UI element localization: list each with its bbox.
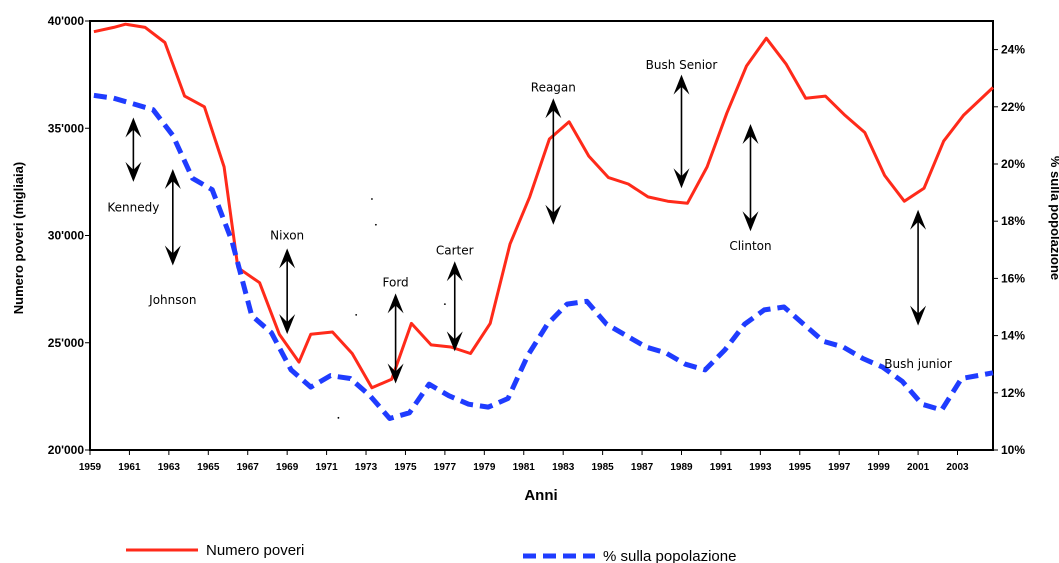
- annotation-label-clinton: Clinton: [729, 239, 771, 253]
- y-axis-left-title: Numero poveri (migliaia): [11, 162, 26, 314]
- y-right-tick-label-12: 12%: [1001, 386, 1025, 400]
- y-left-tick-label-20000: 20'000: [48, 443, 85, 457]
- annotation-label-reagan: Reagan: [531, 80, 576, 94]
- x-tick-label-2003: 2003: [946, 462, 969, 473]
- y-right-tick-label-10: 10%: [1001, 443, 1025, 457]
- y-left-tick-label-25000: 25'000: [48, 336, 85, 350]
- annotation-arrow-head-up-bush-senior: [673, 74, 690, 95]
- annotation-arrow-head-up-ford: [387, 293, 404, 314]
- annotation-arrow-head-down-bush-junior: [910, 305, 927, 326]
- x-tick-label-1979: 1979: [473, 462, 496, 473]
- x-tick-label-1971: 1971: [315, 462, 338, 473]
- y-right-tick-label-14: 14%: [1001, 329, 1025, 343]
- x-tick-label-1965: 1965: [197, 462, 220, 473]
- y-left-tick-label-35000: 35'000: [48, 121, 85, 135]
- annotation-label-bush-senior: Bush Senior: [646, 58, 718, 72]
- annotation-label-carter: Carter: [436, 244, 474, 258]
- y-right-tick-label-22: 22%: [1001, 100, 1025, 114]
- annotation-label-johnson: Johnson: [148, 293, 196, 307]
- annotation-arrow-head-down-clinton: [742, 211, 759, 232]
- x-tick-label-1987: 1987: [631, 462, 654, 473]
- x-tick-label-1977: 1977: [434, 462, 457, 473]
- stray-dot-4: [337, 416, 340, 419]
- x-tick-label-1989: 1989: [670, 462, 693, 473]
- x-tick-label-2001: 2001: [907, 462, 930, 473]
- annotation-layer: Kennedy Johnson Nixon Ford Carter Reagan Bush …: [107, 58, 952, 384]
- x-tick-label-1983: 1983: [552, 462, 575, 473]
- annotation-arrow-head-down-reagan: [545, 204, 562, 225]
- scatter-dots: [337, 198, 446, 419]
- y-right-tick-label-16: 16%: [1001, 271, 1025, 285]
- x-tick-label-1999: 1999: [868, 462, 891, 473]
- x-tick-label-1973: 1973: [355, 462, 378, 473]
- legend-label-percentuale: % sulla popolazione: [603, 548, 736, 563]
- annotation-arrow-head-down-kennedy: [125, 161, 142, 182]
- annotation-arrow-head-down-bush-senior: [673, 168, 690, 189]
- x-axis: 1959 1961 1963 1965 1967 1969 1971 1973 1975 1977…: [79, 450, 969, 473]
- y-right-tick-label-18: 18%: [1001, 214, 1025, 228]
- x-tick-label-1997: 1997: [828, 462, 851, 473]
- stray-dot-0: [355, 313, 358, 316]
- annotation-label-nixon: Nixon: [270, 229, 304, 243]
- y-axis-right: 10% 12% 14% 16% 18% 20% 22% 24%: [993, 43, 1025, 457]
- y-left-tick-label-40000: 40'000: [48, 14, 85, 28]
- x-tick-label-1993: 1993: [749, 462, 772, 473]
- legend-label-numero-poveri: Numero poveri: [206, 542, 304, 559]
- y-right-tick-label-20: 20%: [1001, 157, 1025, 171]
- annotation-arrow-head-up-bush-junior: [910, 209, 927, 230]
- y-axis-right-title: % sulla popolazione: [1048, 156, 1059, 280]
- series-line-0: [93, 22, 995, 390]
- x-tick-label-1975: 1975: [394, 462, 417, 473]
- annotation-arrow-head-up-reagan: [545, 98, 562, 119]
- annotation-arrow-head-down-johnson: [164, 245, 181, 266]
- annotation-arrow-head-up-johnson: [164, 169, 181, 190]
- series-line-1: [93, 92, 994, 421]
- series-layer: [93, 22, 995, 421]
- y-axis-left: 20'000 25'000 30'000 35'000 40'000: [48, 14, 90, 457]
- annotation-arrow-head-down-nixon: [279, 314, 296, 335]
- stray-dot-3: [443, 303, 446, 306]
- annotation-arrow-head-down-ford: [387, 363, 404, 384]
- x-tick-label-1995: 1995: [789, 462, 812, 473]
- annotation-arrow-head-up-nixon: [279, 248, 296, 269]
- x-tick-label-1969: 1969: [276, 462, 299, 473]
- x-tick-label-1963: 1963: [158, 462, 181, 473]
- stray-dot-2: [374, 223, 377, 226]
- legend: Numero poveri % sulla popolazione: [126, 542, 736, 563]
- y-right-tick-label-24: 24%: [1001, 43, 1025, 57]
- x-tick-label-1981: 1981: [513, 462, 536, 473]
- x-tick-label-1985: 1985: [591, 462, 614, 473]
- x-tick-label-1961: 1961: [118, 462, 141, 473]
- annotation-label-kennedy: Kennedy: [107, 201, 159, 215]
- annotation-label-bush-junior: Bush junior: [884, 357, 952, 371]
- annotation-arrow-head-down-carter: [446, 331, 463, 352]
- stray-dot-1: [371, 198, 373, 200]
- x-tick-label-1959: 1959: [79, 462, 102, 473]
- y-left-tick-label-30000: 30'000: [48, 229, 85, 243]
- x-axis-title: Anni: [524, 487, 557, 504]
- x-tick-label-1991: 1991: [710, 462, 733, 473]
- annotation-label-ford: Ford: [383, 276, 409, 290]
- x-tick-label-1967: 1967: [237, 462, 260, 473]
- annotation-arrow-head-up-kennedy: [125, 117, 142, 138]
- annotation-arrow-head-up-carter: [446, 261, 463, 282]
- annotation-arrow-head-up-clinton: [742, 123, 759, 144]
